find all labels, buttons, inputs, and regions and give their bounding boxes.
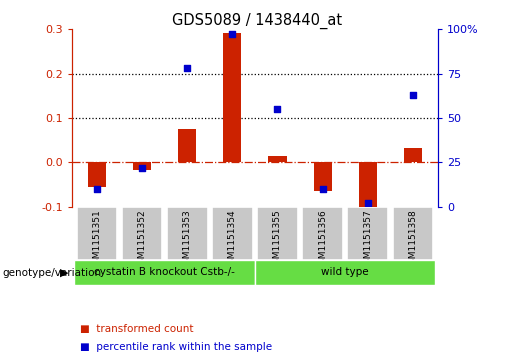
Text: GDS5089 / 1438440_at: GDS5089 / 1438440_at [173, 13, 342, 29]
Bar [302, 207, 343, 260]
Point [228, 32, 236, 37]
Text: ■  percentile rank within the sample: ■ percentile rank within the sample [80, 342, 272, 352]
Bar [268, 156, 286, 163]
Point [93, 186, 101, 192]
Bar [74, 260, 255, 285]
Bar [167, 207, 208, 260]
Text: ▶: ▶ [59, 268, 68, 278]
Text: cystatin B knockout Cstb-/-: cystatin B knockout Cstb-/- [94, 267, 235, 277]
Bar [212, 207, 253, 260]
Text: wild type: wild type [321, 267, 369, 277]
Text: genotype/variation: genotype/variation [3, 268, 101, 278]
Point [138, 165, 146, 171]
Bar [257, 207, 298, 260]
Text: GSM1151353: GSM1151353 [183, 209, 192, 270]
Text: GSM1151356: GSM1151356 [318, 209, 327, 270]
Text: GSM1151355: GSM1151355 [273, 209, 282, 270]
Bar [348, 207, 388, 260]
Bar [314, 163, 332, 191]
Bar [133, 163, 151, 171]
Point [409, 92, 417, 98]
Text: GSM1151352: GSM1151352 [138, 209, 147, 270]
Bar [77, 207, 117, 260]
Bar [88, 163, 106, 187]
Bar [122, 207, 162, 260]
Text: GSM1151351: GSM1151351 [92, 209, 101, 270]
Bar [255, 260, 436, 285]
Bar [404, 148, 422, 163]
Point [364, 200, 372, 206]
Text: ■  transformed count: ■ transformed count [80, 323, 193, 334]
Point [273, 106, 282, 112]
Text: GSM1151354: GSM1151354 [228, 209, 237, 270]
Point [183, 65, 192, 71]
Bar [224, 33, 242, 163]
Bar [359, 163, 377, 209]
Bar [178, 129, 196, 163]
Text: GSM1151357: GSM1151357 [363, 209, 372, 270]
Bar [392, 207, 433, 260]
Point [318, 186, 327, 192]
Text: GSM1151358: GSM1151358 [408, 209, 418, 270]
